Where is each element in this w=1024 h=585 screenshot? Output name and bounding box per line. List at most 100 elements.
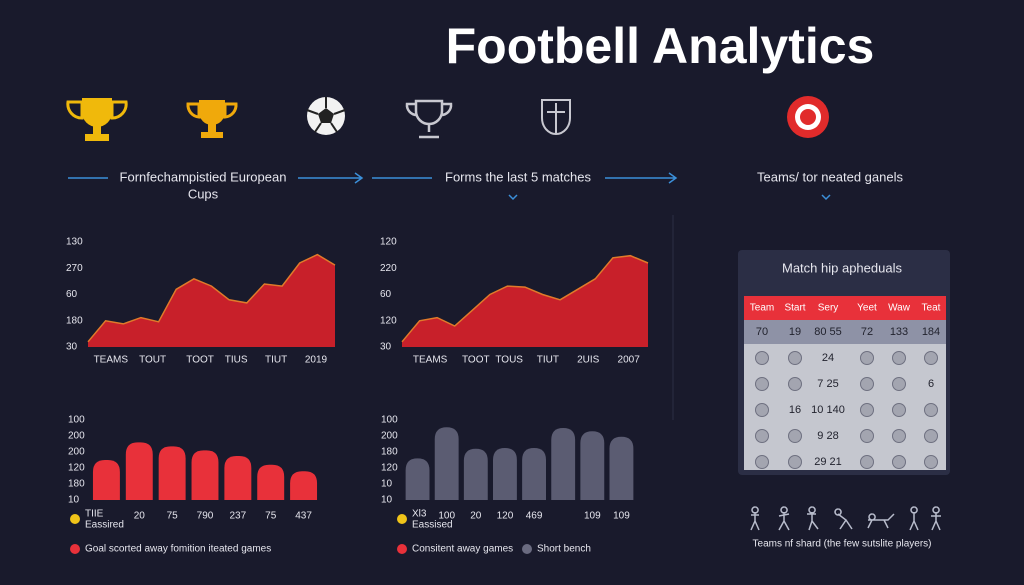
x-tick-label: TIUT bbox=[265, 355, 287, 366]
section-heading: Cups bbox=[188, 186, 219, 201]
gold-trophy bbox=[66, 98, 128, 141]
x-tick-label: 120 bbox=[497, 511, 514, 522]
table-icon bbox=[788, 377, 802, 391]
table-cell: 7 25 bbox=[817, 378, 838, 390]
table-icon bbox=[788, 351, 802, 365]
table-icon bbox=[860, 429, 874, 443]
table-cell: 6 bbox=[928, 378, 934, 390]
y-tick-label: 100 bbox=[68, 415, 85, 426]
table-icon bbox=[892, 429, 906, 443]
y-tick-label: 10 bbox=[68, 495, 80, 506]
y-tick-label: 200 bbox=[68, 447, 85, 458]
gold-trophy bbox=[186, 100, 238, 138]
table-cell: 29 21 bbox=[814, 456, 842, 468]
x-tick-label: 100 bbox=[438, 511, 455, 522]
table-cell: 9 28 bbox=[817, 430, 838, 442]
table-icon bbox=[788, 429, 802, 443]
table-header: Team bbox=[750, 303, 774, 314]
y-tick-label: 220 bbox=[380, 263, 397, 274]
legend-label: Eassised bbox=[412, 520, 453, 531]
x-tick-label: 20 bbox=[134, 511, 146, 522]
table-body bbox=[744, 344, 946, 470]
bar bbox=[434, 427, 459, 500]
bar bbox=[92, 460, 120, 500]
legend-dot bbox=[70, 514, 80, 524]
table-cell: 70 bbox=[756, 326, 768, 338]
y-tick-label: 180 bbox=[381, 447, 398, 458]
area bbox=[402, 255, 648, 347]
x-tick-label: 237 bbox=[230, 511, 247, 522]
bar bbox=[224, 456, 252, 500]
bar bbox=[522, 448, 547, 500]
y-tick-label: 200 bbox=[381, 431, 398, 442]
legend-dot bbox=[397, 544, 407, 554]
x-tick-label: 437 bbox=[295, 511, 312, 522]
bar bbox=[257, 464, 285, 500]
table-icon bbox=[860, 455, 874, 469]
bar bbox=[551, 428, 576, 500]
y-tick-label: 180 bbox=[66, 315, 83, 326]
x-tick-label: 2007 bbox=[618, 355, 641, 366]
soccer-ball bbox=[306, 97, 346, 135]
x-tick-label: TEAMS bbox=[94, 355, 129, 366]
table-icon bbox=[924, 455, 938, 469]
x-tick-label: 469 bbox=[526, 511, 543, 522]
table-icon bbox=[860, 403, 874, 417]
bar bbox=[125, 442, 153, 500]
table-icon bbox=[860, 351, 874, 365]
y-tick-label: 200 bbox=[68, 431, 85, 442]
table-cell: 72 bbox=[861, 326, 873, 338]
x-tick-label: TOOT bbox=[462, 355, 490, 366]
table-title: Match hip apheduals bbox=[782, 260, 902, 275]
x-tick-label: 2019 bbox=[305, 355, 328, 366]
bar bbox=[609, 436, 634, 500]
table-cell: 19 bbox=[789, 326, 801, 338]
x-tick-label: TEAMS bbox=[413, 355, 448, 366]
player-icons bbox=[750, 506, 941, 531]
x-tick-label: 2UIS bbox=[577, 355, 600, 366]
x-tick-label: TOUS bbox=[495, 355, 523, 366]
legend-label: Consitent away games bbox=[412, 544, 513, 555]
table-icon bbox=[892, 351, 906, 365]
area bbox=[88, 254, 335, 347]
y-tick-label: 60 bbox=[66, 289, 78, 300]
table-icon bbox=[755, 403, 769, 417]
x-tick-label: 75 bbox=[167, 511, 179, 522]
table-cell: 10 140 bbox=[811, 404, 845, 416]
y-tick-label: 120 bbox=[68, 463, 85, 474]
table-icon bbox=[924, 351, 938, 365]
table-header: Sery bbox=[818, 303, 839, 314]
y-tick-label: 30 bbox=[66, 342, 78, 353]
table-header: Teat bbox=[922, 303, 941, 314]
bar bbox=[191, 450, 219, 500]
table-header-bg bbox=[744, 296, 946, 320]
table-icon bbox=[755, 351, 769, 365]
table-cell: 16 bbox=[789, 404, 801, 416]
table-icon bbox=[892, 455, 906, 469]
legend-dot bbox=[522, 544, 532, 554]
table-cell: 133 bbox=[890, 326, 908, 338]
section-heading: Fornfechampistied European bbox=[120, 169, 287, 184]
bar bbox=[405, 458, 430, 500]
table-header: Start bbox=[784, 303, 805, 314]
legend-label: Xl3 bbox=[412, 509, 427, 520]
legend-label: Short bench bbox=[537, 544, 591, 555]
table-icon bbox=[924, 403, 938, 417]
table-row-bg bbox=[744, 320, 946, 344]
x-tick-label: 109 bbox=[584, 511, 601, 522]
x-tick-label: TIUT bbox=[537, 355, 559, 366]
y-tick-label: 120 bbox=[381, 463, 398, 474]
legend-label: Eassired bbox=[85, 520, 124, 531]
y-tick-label: 60 bbox=[380, 289, 392, 300]
bar bbox=[492, 448, 517, 500]
y-tick-label: 130 bbox=[66, 237, 83, 248]
y-tick-label: 120 bbox=[380, 315, 397, 326]
x-tick-label: TIUS bbox=[225, 355, 248, 366]
y-tick-label: 180 bbox=[68, 479, 85, 490]
legend-dot bbox=[70, 544, 80, 554]
y-tick-label: 120 bbox=[380, 237, 397, 248]
x-tick-label: 109 bbox=[613, 511, 630, 522]
table-header: Yeet bbox=[857, 303, 877, 314]
x-tick-label: 75 bbox=[265, 511, 277, 522]
